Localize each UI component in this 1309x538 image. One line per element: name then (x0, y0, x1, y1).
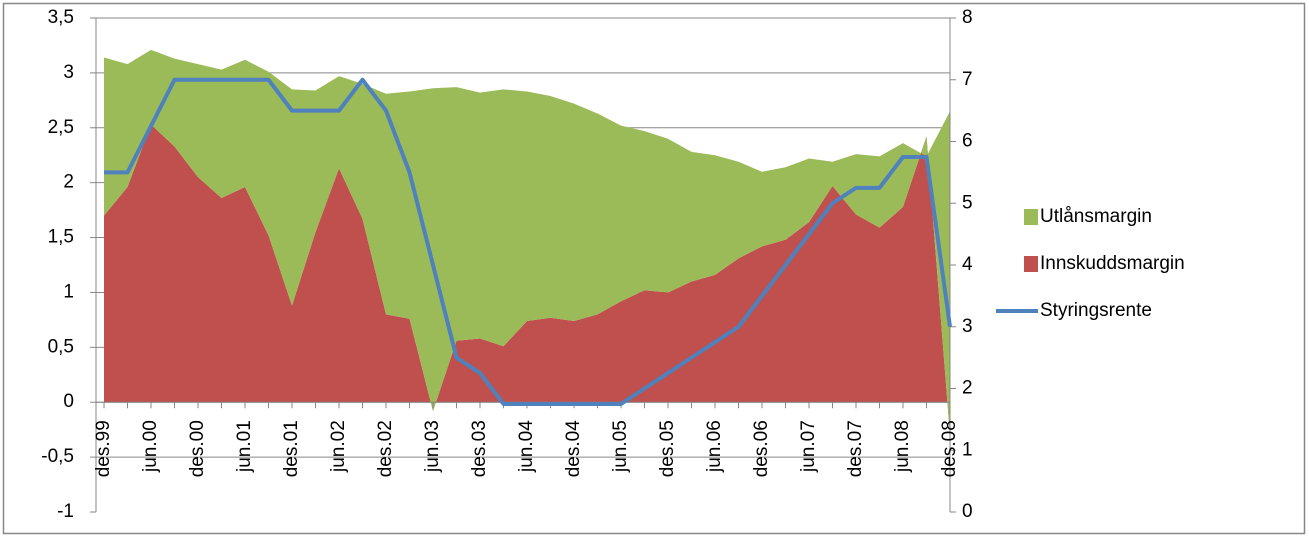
x-tick-label: des.05 (657, 420, 678, 477)
legend-label: Styringsrente (1040, 300, 1152, 321)
y-tick-label: 1,5 (48, 227, 74, 248)
y2-tick-label: 7 (962, 69, 973, 90)
line (104, 77, 952, 406)
y2-tick-label: 3 (962, 316, 973, 337)
y2-tick-label: 8 (962, 7, 973, 28)
x-tick-label: des.08 (939, 420, 960, 477)
x-tick-label: jun.02 (328, 420, 349, 473)
x-tick-label: jun.06 (704, 420, 725, 473)
area (104, 124, 950, 436)
y-tick-label: -1 (57, 501, 74, 522)
y-tick-label: 0,5 (48, 336, 74, 357)
area (104, 49, 950, 436)
x-tick-label: jun.03 (422, 420, 443, 473)
y2-tick-label: 5 (962, 192, 973, 213)
y2-tick-label: 1 (962, 439, 973, 460)
x-tick-label: des.07 (845, 420, 866, 477)
y2-tick-label: 6 (962, 131, 973, 152)
x-tick-label: des.06 (751, 420, 772, 477)
x-tick-label: des.01 (281, 420, 302, 477)
x-tick-label: jun.01 (234, 420, 255, 473)
x-tick-label: jun.00 (140, 420, 161, 473)
x-tick-label: jun.07 (798, 420, 819, 473)
y-tick-label: 3 (63, 62, 74, 83)
y2-tick-label: 2 (962, 378, 973, 399)
x-tick-label: des.99 (93, 420, 114, 477)
y-tick-label: 3,5 (48, 7, 74, 28)
y2-tick-label: 0 (962, 501, 973, 522)
y-tick-label: 1 (63, 281, 74, 302)
x-tick-label: des.02 (375, 420, 396, 477)
x-tick-label: jun.08 (892, 420, 913, 473)
x-tick-label: des.04 (563, 420, 584, 477)
y-tick-label: 0 (63, 391, 74, 412)
x-tick-label: jun.05 (610, 420, 631, 473)
x-tick-label: des.03 (469, 420, 490, 477)
legend-swatch (1024, 256, 1038, 272)
y-tick-label: 2,5 (48, 117, 74, 138)
y-tick-label: 2 (63, 172, 74, 193)
legend-swatch (1024, 209, 1038, 225)
y-tick-label: -0,5 (41, 446, 74, 467)
legend-label: Utlånsmargin (1040, 206, 1152, 227)
y2-tick-label: 4 (962, 254, 973, 275)
x-tick-label: jun.04 (516, 420, 537, 473)
x-tick-label: des.00 (187, 420, 208, 477)
legend-label: Innskuddsmargin (1040, 253, 1185, 274)
